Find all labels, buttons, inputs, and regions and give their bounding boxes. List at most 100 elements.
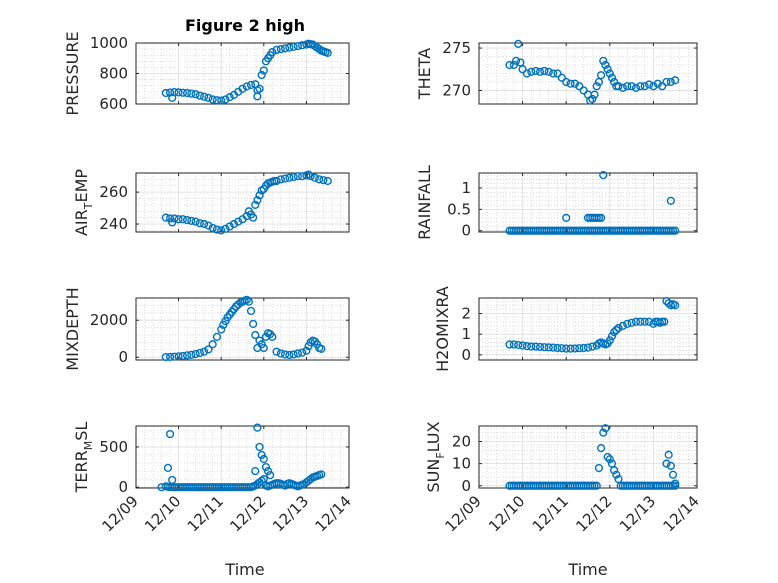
data-point [596,71,606,80]
data-point [570,344,580,353]
y-tick-label: 600 [99,95,128,113]
data-point [522,342,532,351]
data-point [658,82,667,91]
data-point [253,423,262,432]
data-point [234,217,243,226]
data-point [251,466,260,476]
data-point [200,92,209,101]
data-point [289,172,298,182]
data-point [666,461,675,470]
data-point [627,318,636,327]
data-point [289,42,298,51]
data-point [259,454,268,464]
data-point [289,350,298,359]
data-point [174,88,183,97]
data-point [285,43,294,52]
y-tick-label: 2 [461,305,471,323]
subplot-mixdepth: 0 2000 MIXDEPTH [63,287,350,371]
x-axis-label-right: Time [567,560,607,579]
data-point [174,215,183,224]
data-point [257,70,266,80]
data-series [505,297,680,353]
data-point [208,223,217,233]
data-point [610,77,619,87]
data-point [640,82,649,91]
data-point [566,344,575,353]
data-point [522,69,532,78]
data-point [666,196,675,205]
data-point [614,82,623,91]
data-point [168,475,177,485]
data-point [200,347,209,356]
y-tick-label: 20 [452,433,471,451]
data-point [662,459,671,468]
data-point [590,90,599,99]
subplot-rainfall: 0 0.5 1 RAINFALL [415,165,698,240]
data-point [631,317,641,326]
data-point [612,470,621,479]
data-point [268,48,277,57]
data-point [323,176,332,186]
data-point [163,463,173,472]
data-point [191,90,200,99]
data-point [221,224,230,233]
y-axis-label: MIXDEPTH [63,287,82,370]
data-point [229,219,239,229]
data-point [276,349,285,358]
grid-lines [479,43,697,104]
data-point [660,317,669,326]
data-point [315,175,324,184]
data-point [531,66,540,76]
data-point [616,481,625,490]
data-series [505,171,680,235]
data-point [249,213,258,222]
data-point [594,463,604,473]
data-point [255,191,264,200]
data-point [178,351,187,361]
data-point [603,65,612,74]
data-point [549,343,558,352]
data-point [544,343,553,352]
data-point [187,216,196,225]
y-tick-label: 1 [461,179,471,197]
data-point [161,352,170,362]
data-point [636,317,645,326]
data-point [310,173,320,182]
data-point [178,88,187,97]
data-point [200,219,209,229]
data-point [212,332,222,341]
data-point [562,344,571,353]
y-axis-label: AIRTEMP [72,169,95,236]
y-tick-label: 1000 [90,34,128,52]
y-axis-label: SUNFLUX [424,421,447,492]
data-point [671,76,680,85]
data-point [603,452,612,462]
data-point [570,79,580,88]
data-point [540,343,549,352]
data-point [586,96,595,105]
data-point [298,348,307,357]
data-point [246,306,256,316]
data-point [212,96,222,105]
data-point [165,429,175,439]
data-point [610,466,619,475]
plot-area [479,298,697,360]
data-point [317,344,326,353]
data-point [583,343,593,352]
data-point [579,343,588,353]
data-point [195,219,205,228]
data-point [285,350,294,360]
data-point [610,328,619,337]
data-point [607,73,617,82]
data-point [514,340,523,350]
data-point [259,66,268,75]
data-point [666,77,675,87]
data-point [636,82,645,91]
y-tick-label: 10 [452,455,471,473]
data-point [518,65,527,74]
data-point [204,93,213,103]
data-point [165,214,175,223]
data-point [562,213,571,222]
data-point [187,350,196,359]
